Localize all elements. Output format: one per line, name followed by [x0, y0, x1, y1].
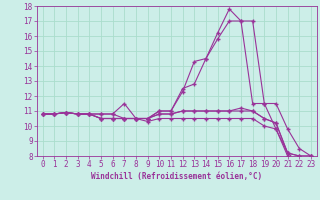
X-axis label: Windchill (Refroidissement éolien,°C): Windchill (Refroidissement éolien,°C) — [91, 172, 262, 181]
